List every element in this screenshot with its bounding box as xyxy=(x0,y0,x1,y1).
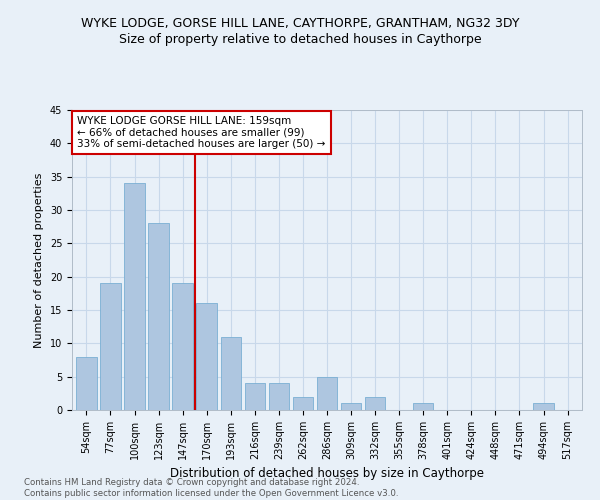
Bar xyxy=(533,404,554,410)
Bar xyxy=(245,384,265,410)
Text: WYKE LODGE GORSE HILL LANE: 159sqm
← 66% of detached houses are smaller (99)
33%: WYKE LODGE GORSE HILL LANE: 159sqm ← 66%… xyxy=(77,116,325,149)
Bar xyxy=(293,396,313,410)
Bar xyxy=(196,304,217,410)
Y-axis label: Number of detached properties: Number of detached properties xyxy=(34,172,44,348)
Bar xyxy=(269,384,289,410)
Bar xyxy=(172,284,193,410)
Text: Size of property relative to detached houses in Caythorpe: Size of property relative to detached ho… xyxy=(119,32,481,46)
X-axis label: Distribution of detached houses by size in Caythorpe: Distribution of detached houses by size … xyxy=(170,468,484,480)
Text: Contains HM Land Registry data © Crown copyright and database right 2024.
Contai: Contains HM Land Registry data © Crown c… xyxy=(24,478,398,498)
Bar xyxy=(100,284,121,410)
Bar xyxy=(413,404,433,410)
Bar xyxy=(76,356,97,410)
Bar xyxy=(221,336,241,410)
Bar xyxy=(148,224,169,410)
Bar xyxy=(317,376,337,410)
Bar xyxy=(341,404,361,410)
Text: WYKE LODGE, GORSE HILL LANE, CAYTHORPE, GRANTHAM, NG32 3DY: WYKE LODGE, GORSE HILL LANE, CAYTHORPE, … xyxy=(81,18,519,30)
Bar xyxy=(124,184,145,410)
Bar xyxy=(365,396,385,410)
